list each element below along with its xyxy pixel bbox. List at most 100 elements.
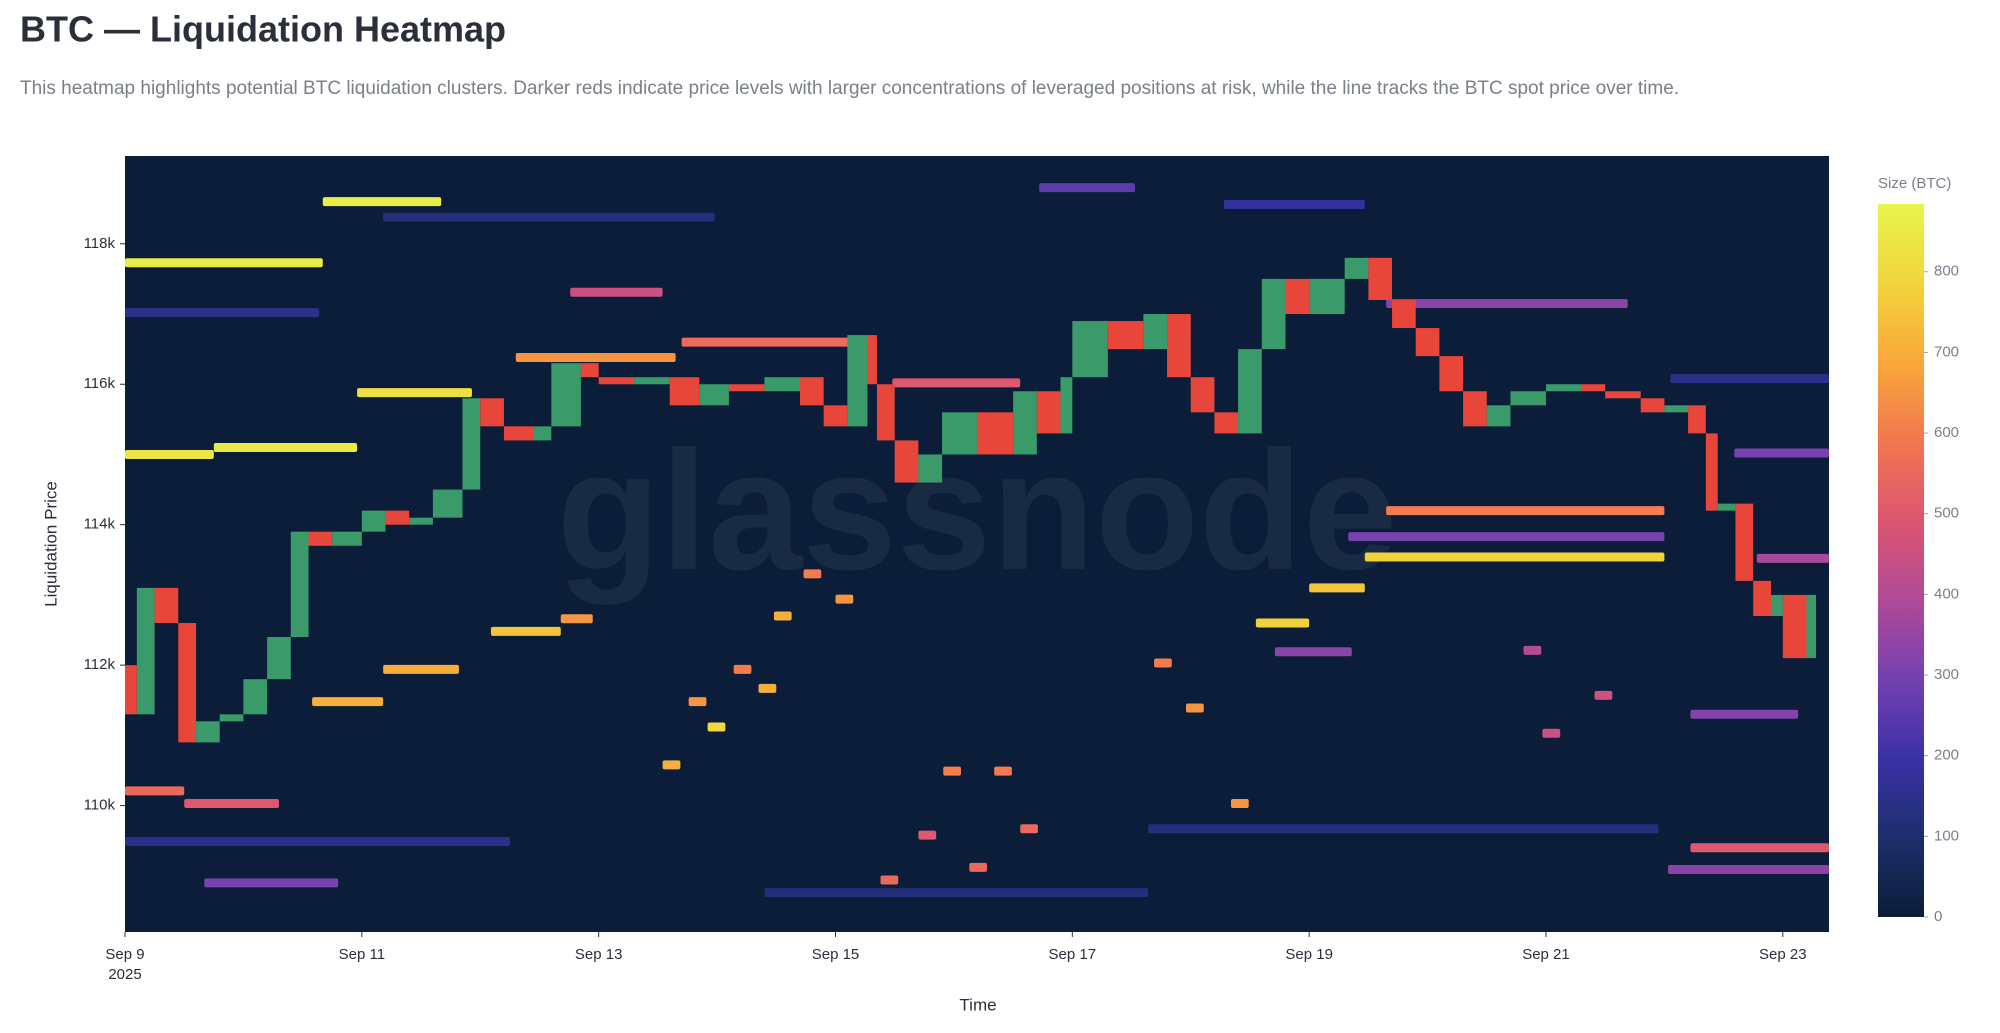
price-candle (154, 587, 179, 624)
y-axis-title: Liquidation Price (41, 481, 60, 607)
colorbar (1878, 204, 1924, 917)
liquidation-cluster (125, 786, 185, 796)
price-candle (823, 405, 848, 427)
liquidation-cluster (1255, 618, 1310, 628)
liquidation-cluster (835, 594, 854, 604)
liquidation-cluster (125, 449, 214, 459)
chart-subtitle: This heatmap highlights potential BTC li… (20, 78, 1679, 99)
liquidation-cluster (1348, 532, 1665, 542)
price-candle (409, 517, 433, 525)
price-candle (196, 721, 220, 743)
price-candle (894, 440, 919, 483)
price-candle (1190, 377, 1215, 413)
price-candle (432, 489, 463, 518)
price-candle (1688, 405, 1706, 434)
x-axis-title: Time (959, 995, 996, 1014)
price-candle (219, 714, 244, 722)
heatmap-layer: glassnode (125, 183, 1829, 898)
price-candle (1581, 384, 1606, 392)
price-candle (580, 363, 599, 378)
liquidation-cluster (943, 766, 962, 776)
price-candle (1486, 405, 1511, 427)
price-candle (867, 335, 877, 385)
liquidation-cluster (1309, 583, 1365, 593)
liquidation-cluster (662, 760, 681, 770)
price-candle (1415, 328, 1440, 357)
price-candle (267, 637, 291, 680)
price-candle (462, 398, 481, 490)
x-tick-year: 2025 (108, 966, 141, 983)
price-candle (136, 587, 155, 715)
price-candle (799, 377, 824, 406)
liquidation-cluster (773, 611, 792, 621)
y-tick-label: 116k (84, 375, 116, 392)
price-candle (480, 398, 504, 427)
price-candle (1214, 412, 1239, 434)
liquidation-cluster (184, 798, 279, 808)
liquidation-cluster (1020, 824, 1038, 834)
liquidation-cluster (994, 766, 1012, 776)
liquidation-cluster (880, 875, 899, 885)
liquidation-cluster (1734, 448, 1829, 458)
x-tick-label: Sep 13 (575, 946, 623, 963)
x-tick-label: Sep 23 (1759, 946, 1807, 963)
liquidation-cluster (688, 697, 707, 707)
price-candle (669, 377, 700, 406)
liquidation-cluster (1231, 798, 1249, 808)
colorbar-tick-label: 100 (1934, 827, 1959, 844)
price-candle (332, 531, 362, 546)
price-candle (1309, 278, 1345, 315)
price-candle (361, 510, 386, 532)
price-candle (533, 426, 552, 441)
liquidation-cluster (1154, 658, 1172, 668)
liquidation-cluster (570, 287, 663, 297)
liquidation-cluster (125, 258, 323, 268)
x-tick-label: Sep 17 (1049, 946, 1097, 963)
x-tick-label: Sep 21 (1522, 946, 1570, 963)
liquidation-cluster (383, 664, 459, 674)
price-candle (1705, 433, 1718, 511)
price-candle (1368, 257, 1393, 300)
liquidation-cluster (1186, 703, 1204, 713)
liquidation-cluster (733, 664, 752, 674)
price-candle (1510, 391, 1546, 406)
liquidation-cluster (560, 614, 593, 624)
colorbar-tick-label: 300 (1934, 666, 1959, 683)
liquidation-cluster (515, 353, 676, 363)
colorbar-tick-label: 500 (1934, 505, 1959, 522)
liquidation-cluster (1148, 824, 1659, 834)
price-candle (764, 377, 800, 392)
liquidation-cluster (1274, 647, 1352, 657)
price-candle (1770, 594, 1783, 616)
price-candle (1167, 314, 1191, 378)
price-candle (125, 665, 137, 715)
price-candle (503, 426, 534, 441)
price-candle (1060, 377, 1073, 434)
liquidation-cluster (758, 683, 777, 693)
price-candle (1107, 321, 1144, 350)
liquidation-cluster (918, 830, 937, 840)
price-candle (1072, 321, 1108, 378)
x-tick-label: Sep 11 (339, 946, 385, 963)
liquidation-cluster (1223, 199, 1365, 209)
price-candle (1605, 391, 1641, 399)
colorbar-tick-label: 400 (1934, 585, 1959, 602)
liquidation-cluster (1756, 553, 1829, 563)
price-candle (1735, 503, 1754, 581)
price-candle (1782, 594, 1807, 659)
colorbar-tick-label: 200 (1934, 747, 1959, 764)
price-candle (178, 623, 197, 743)
liquidation-cluster (322, 197, 442, 207)
y-tick-label: 114k (84, 516, 116, 533)
x-tick-label: Sep 9 (105, 946, 144, 963)
liquidation-cluster (383, 212, 715, 222)
price-candle (1261, 278, 1286, 350)
price-candle (1463, 391, 1487, 427)
price-candle (942, 412, 978, 455)
x-tick-label: Sep 19 (1285, 946, 1333, 963)
price-candle (290, 531, 309, 638)
liquidation-cluster (490, 626, 561, 636)
price-candle (1640, 398, 1665, 413)
